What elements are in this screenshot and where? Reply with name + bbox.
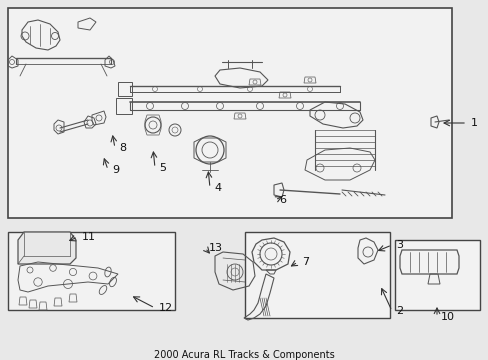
Text: 6: 6: [279, 195, 285, 205]
Text: 7: 7: [302, 257, 308, 267]
Text: 1: 1: [470, 118, 477, 128]
Text: 5: 5: [159, 163, 165, 173]
Text: 4: 4: [214, 183, 221, 193]
Bar: [394, 240, 479, 310]
Text: 12: 12: [159, 303, 173, 313]
Text: 9: 9: [112, 165, 119, 175]
Text: 8: 8: [119, 143, 126, 153]
Text: 11: 11: [82, 232, 96, 242]
Bar: [8, 8, 451, 218]
Text: 3: 3: [395, 240, 402, 250]
Bar: [244, 232, 389, 318]
Bar: [8, 232, 175, 310]
Polygon shape: [18, 232, 76, 264]
Text: 2000 Acura RL Tracks & Components
Control Unit, Power Seat Diagram
81228-SZ3-A61: 2000 Acura RL Tracks & Components Contro…: [154, 350, 334, 360]
Text: 2: 2: [395, 306, 402, 316]
Text: 13: 13: [208, 243, 223, 253]
Text: 10: 10: [440, 312, 454, 322]
